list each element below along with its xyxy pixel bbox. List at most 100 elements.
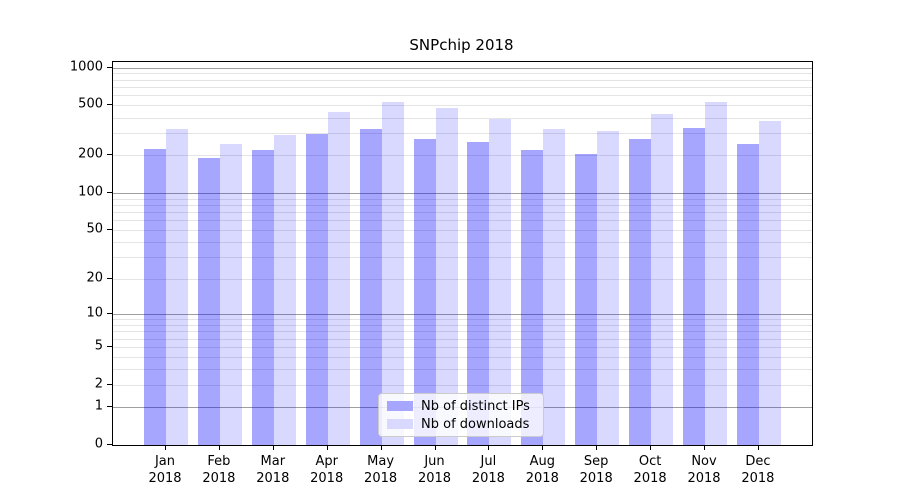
grid-line-major-10	[113, 314, 812, 315]
bar-distinct_ips-aug	[521, 150, 544, 445]
bar-downloads-jan	[166, 128, 188, 445]
x-tick-label-may-2018: May 2018	[364, 454, 398, 486]
bar-distinct_ips-feb	[197, 158, 220, 445]
bar-downloads-jun	[435, 107, 458, 445]
x-tick-mark-jun	[434, 445, 436, 450]
legend-label-downloads: Nb of downloads	[421, 416, 530, 432]
x-tick-label-feb-2018: Feb 2018	[202, 454, 236, 486]
legend: Nb of distinct IPs Nb of downloads	[378, 393, 544, 437]
y-tick-mark-20	[107, 277, 112, 279]
y-tick-label-5: 5	[94, 338, 103, 354]
grid-line-minor-4	[113, 357, 812, 359]
bar-distinct_ips-dec	[736, 144, 759, 445]
x-tick-mark-apr	[326, 445, 328, 450]
y-tick-mark-0	[107, 444, 112, 445]
x-tick-mark-sep	[596, 445, 598, 450]
y-tick-mark-500	[107, 104, 112, 106]
grid-line-minor-400	[113, 117, 812, 119]
grid-line-minor-600	[113, 95, 812, 97]
grid-line-minor-20	[113, 278, 812, 280]
grid-line-minor-7	[113, 331, 812, 333]
bar-distinct_ips-nov	[683, 127, 705, 445]
y-tick-label-0: 0	[94, 436, 103, 452]
y-tick-mark-5	[107, 346, 112, 348]
x-tick-mark-dec	[757, 445, 759, 450]
x-tick-label-nov-2018: Nov 2018	[687, 454, 721, 486]
plot-area	[112, 61, 813, 446]
bar-downloads-may	[381, 101, 404, 445]
bar-distinct_ips-jan	[144, 148, 166, 445]
x-tick-label-aug-2018: Aug 2018	[525, 454, 559, 486]
x-tick-mark-oct	[650, 445, 652, 450]
grid-line-minor-80	[113, 204, 812, 206]
y-tick-label-100: 100	[78, 184, 103, 200]
x-tick-label-apr-2018: Apr 2018	[310, 454, 344, 486]
grid-layer	[113, 62, 812, 445]
bar-distinct_ips-mar	[251, 149, 274, 445]
bar-distinct_ips-sep	[575, 153, 598, 445]
bar-downloads-dec	[758, 121, 781, 445]
x-tick-label-oct-2018: Oct 2018	[633, 454, 667, 486]
grid-line-minor-5	[113, 347, 812, 349]
y-tick-label-500: 500	[78, 96, 103, 112]
x-tick-label-sep-2018: Sep 2018	[579, 454, 613, 486]
x-tick-mark-feb	[218, 445, 220, 450]
grid-line-major-100	[113, 192, 812, 194]
x-tick-mark-aug	[542, 445, 544, 450]
legend-label-distinct_ips: Nb of distinct IPs	[421, 398, 530, 414]
y-tick-mark-100	[107, 191, 112, 193]
y-tick-mark-10	[107, 313, 112, 314]
legend-item-distinct_ips: Nb of distinct IPs	[387, 399, 535, 414]
grid-line-minor-30	[113, 257, 812, 259]
legend-item-downloads: Nb of downloads	[387, 417, 535, 432]
grid-line-minor-700	[113, 87, 812, 88]
y-tick-label-1: 1	[94, 398, 103, 414]
bar-distinct_ips-jun	[413, 138, 436, 445]
y-tick-label-2: 2	[94, 376, 103, 392]
bar-downloads-sep	[597, 130, 620, 445]
y-tick-label-50: 50	[86, 221, 103, 237]
x-tick-label-mar-2018: Mar 2018	[256, 454, 290, 486]
grid-line-minor-8	[113, 324, 812, 326]
grid-line-minor-900	[113, 73, 812, 75]
grid-line-minor-9	[113, 319, 812, 321]
x-tick-mark-nov	[704, 445, 705, 450]
x-tick-label-jun-2018: Jun 2018	[417, 454, 452, 486]
bar-downloads-apr	[327, 111, 350, 445]
x-tick-mark-mar	[272, 445, 274, 450]
y-tick-mark-200	[107, 154, 112, 156]
x-tick-mark-jan	[165, 445, 166, 450]
grid-line-minor-2	[113, 385, 812, 386]
bar-distinct_ips-oct	[629, 138, 652, 445]
bar-distinct_ips-may	[359, 129, 382, 445]
y-tick-mark-2	[107, 384, 112, 385]
legend-swatch-downloads	[387, 419, 413, 429]
x-tick-label-dec-2018: Dec 2018	[741, 454, 775, 486]
bar-distinct_ips-apr	[305, 133, 328, 445]
grid-line-minor-6	[113, 338, 812, 340]
bar-downloads-aug	[543, 128, 566, 445]
y-tick-label-200: 200	[78, 146, 103, 162]
grid-line-minor-300	[113, 133, 812, 135]
x-tick-label-jan-2018: Jan 2018	[148, 454, 182, 486]
grid-line-minor-3	[113, 369, 812, 371]
y-tick-mark-50	[107, 229, 112, 231]
bar-downloads-oct	[651, 113, 674, 445]
bar-distinct_ips-jul	[467, 142, 490, 445]
grid-line-minor-40	[113, 242, 812, 244]
grid-line-minor-90	[113, 198, 812, 200]
bar-downloads-mar	[273, 135, 296, 445]
grid-line-minor-500	[113, 105, 812, 107]
grid-line-minor-50	[113, 230, 812, 232]
y-tick-label-1000: 1000	[69, 59, 103, 74]
y-tick-label-20: 20	[86, 270, 103, 286]
bar-downloads-jul	[489, 118, 512, 445]
x-tick-mark-jul	[488, 445, 490, 450]
chart-title: SNPchip 2018	[409, 36, 514, 54]
y-tick-label-10: 10	[86, 305, 103, 321]
legend-swatch-distinct_ips	[387, 401, 413, 411]
bar-downloads-feb	[219, 143, 242, 445]
grid-line-major-1000	[113, 67, 812, 69]
grid-line-minor-800	[113, 79, 812, 81]
